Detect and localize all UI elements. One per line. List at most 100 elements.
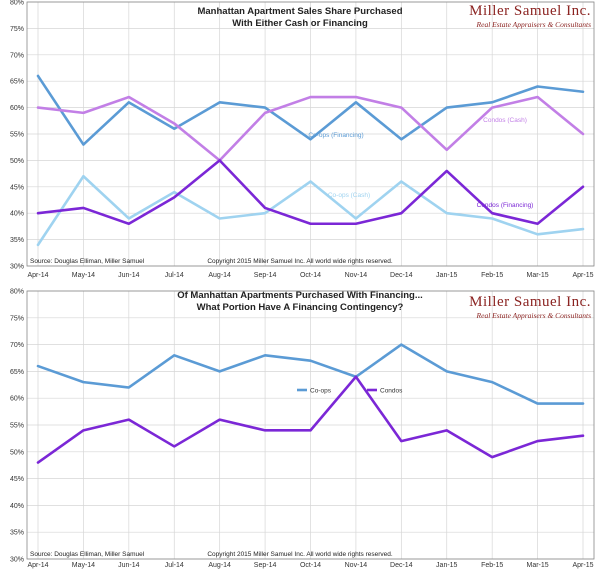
data-point: [37, 75, 39, 77]
copyright-note: Copyright 2015 Miller Samuel Inc. All wo…: [207, 258, 393, 265]
data-point: [127, 418, 130, 421]
x-tick-label: Jun-14: [118, 562, 140, 569]
x-tick-label: Sep-14: [254, 272, 277, 279]
data-point: [173, 191, 176, 193]
y-tick-label: 75%: [10, 315, 24, 322]
x-tick-label: May-14: [72, 562, 95, 569]
source-note: Source: Douglas Elliman, Miller Samuel: [30, 551, 145, 558]
x-tick-label: Apr-15: [572, 562, 593, 569]
y-tick-label: 60%: [10, 396, 24, 403]
x-tick-label: Apr-14: [27, 272, 48, 279]
data-point: [445, 106, 448, 109]
data-point: [82, 143, 85, 146]
data-point: [491, 381, 494, 384]
data-point: [309, 429, 312, 432]
logo-name: Miller Samuel Inc.: [469, 3, 591, 19]
y-tick-label: 30%: [10, 264, 24, 271]
data-point: [536, 233, 539, 236]
data-point: [264, 106, 266, 109]
series-label: Co-ops (Cash): [328, 192, 370, 199]
data-point: [491, 217, 494, 220]
data-point: [355, 217, 357, 220]
data-point: [536, 440, 539, 442]
chart-subtitle: What Portion Have A Financing Contingenc…: [197, 302, 404, 313]
series-label: Co-ops (Financing): [308, 132, 363, 139]
y-tick-label: 55%: [10, 132, 24, 139]
legend-label: Co-ops: [310, 387, 332, 394]
data-point: [82, 111, 85, 114]
plot-frame: [26, 1, 595, 267]
data-point: [173, 445, 176, 448]
data-point: [309, 180, 312, 183]
data-point: [127, 386, 130, 389]
chart-title: Manhattan Apartment Sales Share Purchase…: [197, 6, 402, 17]
data-point: [491, 101, 494, 104]
x-tick-label: Jul-14: [165, 272, 184, 279]
data-point: [37, 106, 39, 109]
y-tick-label: 30%: [10, 557, 24, 564]
logo-tagline: Real Estate Appraisers & Consultants: [476, 311, 592, 320]
data-point: [491, 106, 494, 109]
data-point: [445, 370, 448, 373]
series-label: Condos (Financing): [477, 202, 534, 209]
y-tick-label: 80%: [10, 0, 24, 7]
x-tick-label: Apr-15: [572, 272, 593, 279]
x-tick-label: Nov-14: [345, 562, 368, 569]
data-point: [264, 212, 266, 215]
data-point: [37, 365, 39, 367]
x-tick-label: Aug-14: [208, 562, 231, 569]
x-tick-label: Feb-15: [481, 272, 503, 279]
legend-label: Condos: [380, 387, 403, 394]
data-point: [536, 402, 539, 405]
data-point: [536, 85, 539, 88]
data-point: [400, 343, 403, 346]
data-point: [127, 222, 130, 225]
data-point: [218, 217, 221, 220]
y-tick-label: 40%: [10, 211, 24, 218]
data-point: [127, 96, 130, 98]
data-point: [218, 159, 221, 162]
x-tick-label: Dec-14: [390, 562, 413, 569]
data-point: [127, 217, 130, 220]
data-point: [82, 207, 85, 209]
data-point: [582, 133, 584, 135]
data-point: [37, 461, 39, 464]
y-tick-label: 45%: [10, 184, 24, 191]
data-point: [491, 212, 494, 215]
data-point: [218, 101, 221, 104]
data-point: [445, 148, 448, 151]
data-point: [82, 429, 85, 432]
data-point: [264, 207, 266, 209]
data-point: [445, 212, 448, 215]
series-label: Condos (Cash): [483, 117, 527, 124]
data-point: [400, 180, 403, 183]
x-tick-label: Nov-14: [345, 272, 368, 279]
data-point: [400, 212, 403, 215]
data-point: [355, 101, 357, 104]
data-point: [400, 138, 403, 141]
data-point: [582, 434, 584, 437]
company-logo: Miller Samuel Inc.Real Estate Appraisers…: [469, 294, 591, 320]
data-point: [582, 90, 584, 93]
data-point: [173, 354, 176, 357]
y-tick-label: 70%: [10, 52, 24, 59]
x-tick-label: Sep-14: [254, 562, 277, 569]
data-point: [309, 222, 312, 225]
chart-panel-1: 30% 35% 40% 45% 50% 55% 60% 65% 70% 75% 80% Apr-14 M…: [10, 0, 595, 279]
chart-panel-2: 30% 35% 40% 45% 50% 55% 60% 65% 70% 75% 80% Apr-14 M…: [10, 289, 595, 569]
x-tick-label: Apr-14: [27, 562, 48, 569]
data-point: [536, 96, 539, 98]
data-point: [445, 429, 448, 432]
copyright-note: Copyright 2015 Miller Samuel Inc. All wo…: [207, 551, 393, 558]
x-tick-label: Jun-14: [118, 272, 140, 279]
x-tick-label: Mar-15: [526, 562, 548, 569]
data-point: [264, 111, 266, 114]
y-tick-label: 80%: [10, 289, 24, 296]
source-note: Source: Douglas Elliman, Miller Samuel: [30, 258, 145, 265]
data-point: [582, 228, 584, 230]
x-tick-label: Aug-14: [208, 272, 231, 279]
data-point: [536, 222, 539, 225]
y-tick-label: 35%: [10, 530, 24, 537]
y-tick-label: 65%: [10, 369, 24, 376]
